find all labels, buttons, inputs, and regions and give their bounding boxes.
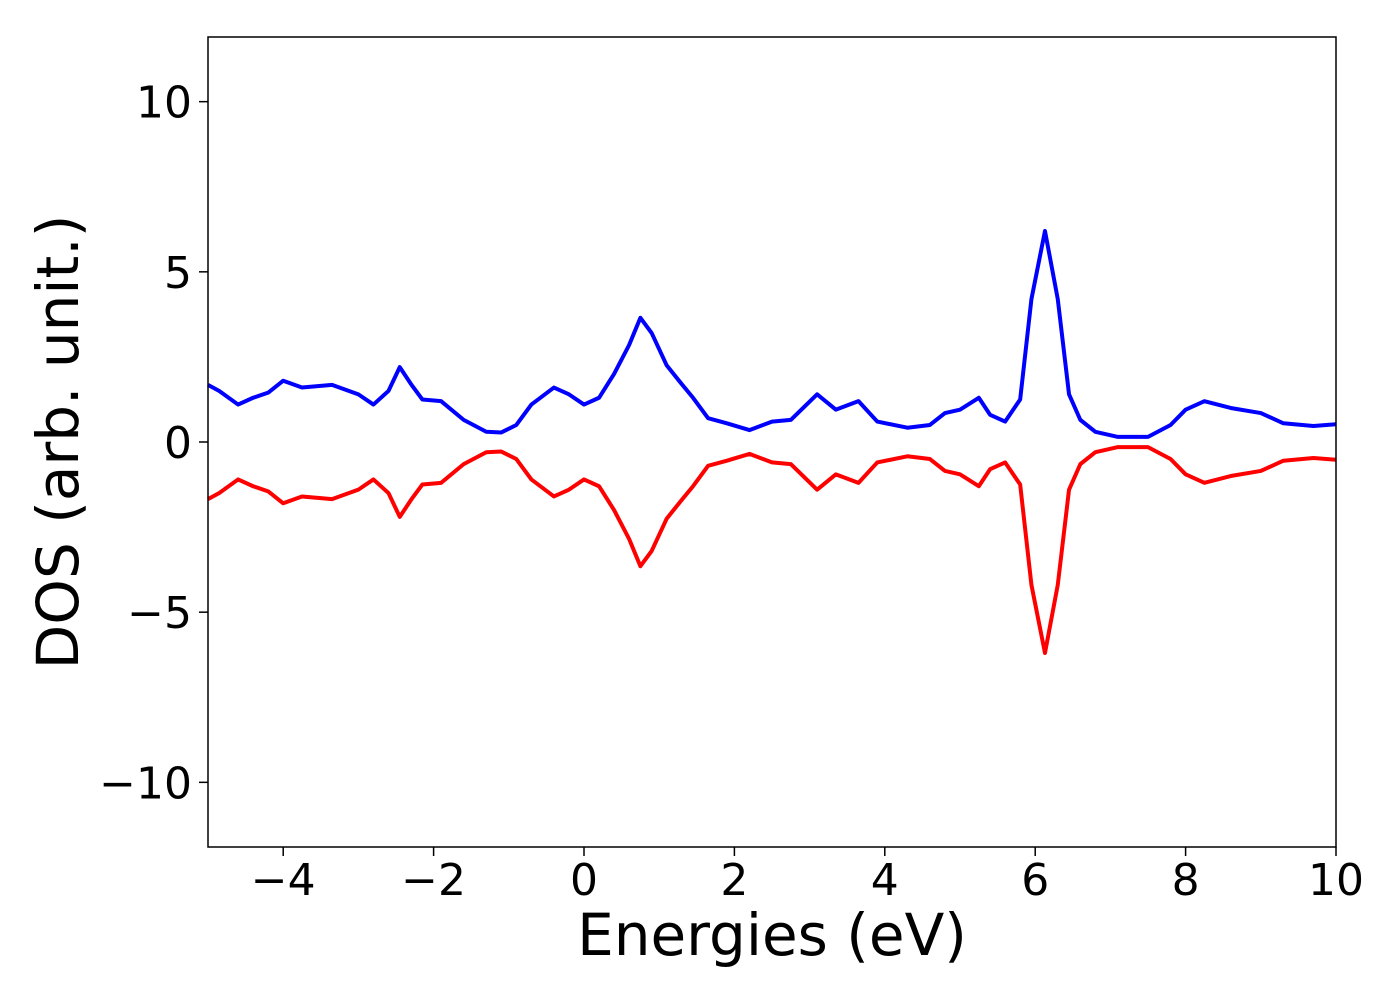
x-tick-label: −2 xyxy=(401,855,466,906)
series-line xyxy=(207,445,1337,656)
y-tick-label: 10 xyxy=(136,78,192,129)
x-axis-title: Energies (eV) xyxy=(577,901,967,969)
x-tick-label: −4 xyxy=(251,855,316,906)
x-tick-label: 10 xyxy=(1308,855,1364,906)
y-tick-label: −10 xyxy=(99,758,192,809)
x-tick-label: 4 xyxy=(871,855,899,906)
series-line xyxy=(207,228,1337,439)
plot-frame xyxy=(207,36,1337,848)
x-tick-label: 6 xyxy=(1021,855,1049,906)
y-tick-label: −5 xyxy=(127,588,192,639)
x-tick-label: 8 xyxy=(1172,855,1200,906)
y-tick-label: 0 xyxy=(164,418,192,469)
x-tick-label: 0 xyxy=(570,855,598,906)
y-tick-label: 5 xyxy=(164,248,192,299)
x-tick-label: 2 xyxy=(720,855,748,906)
y-axis-title: DOS (arb. unit.) xyxy=(24,215,92,670)
